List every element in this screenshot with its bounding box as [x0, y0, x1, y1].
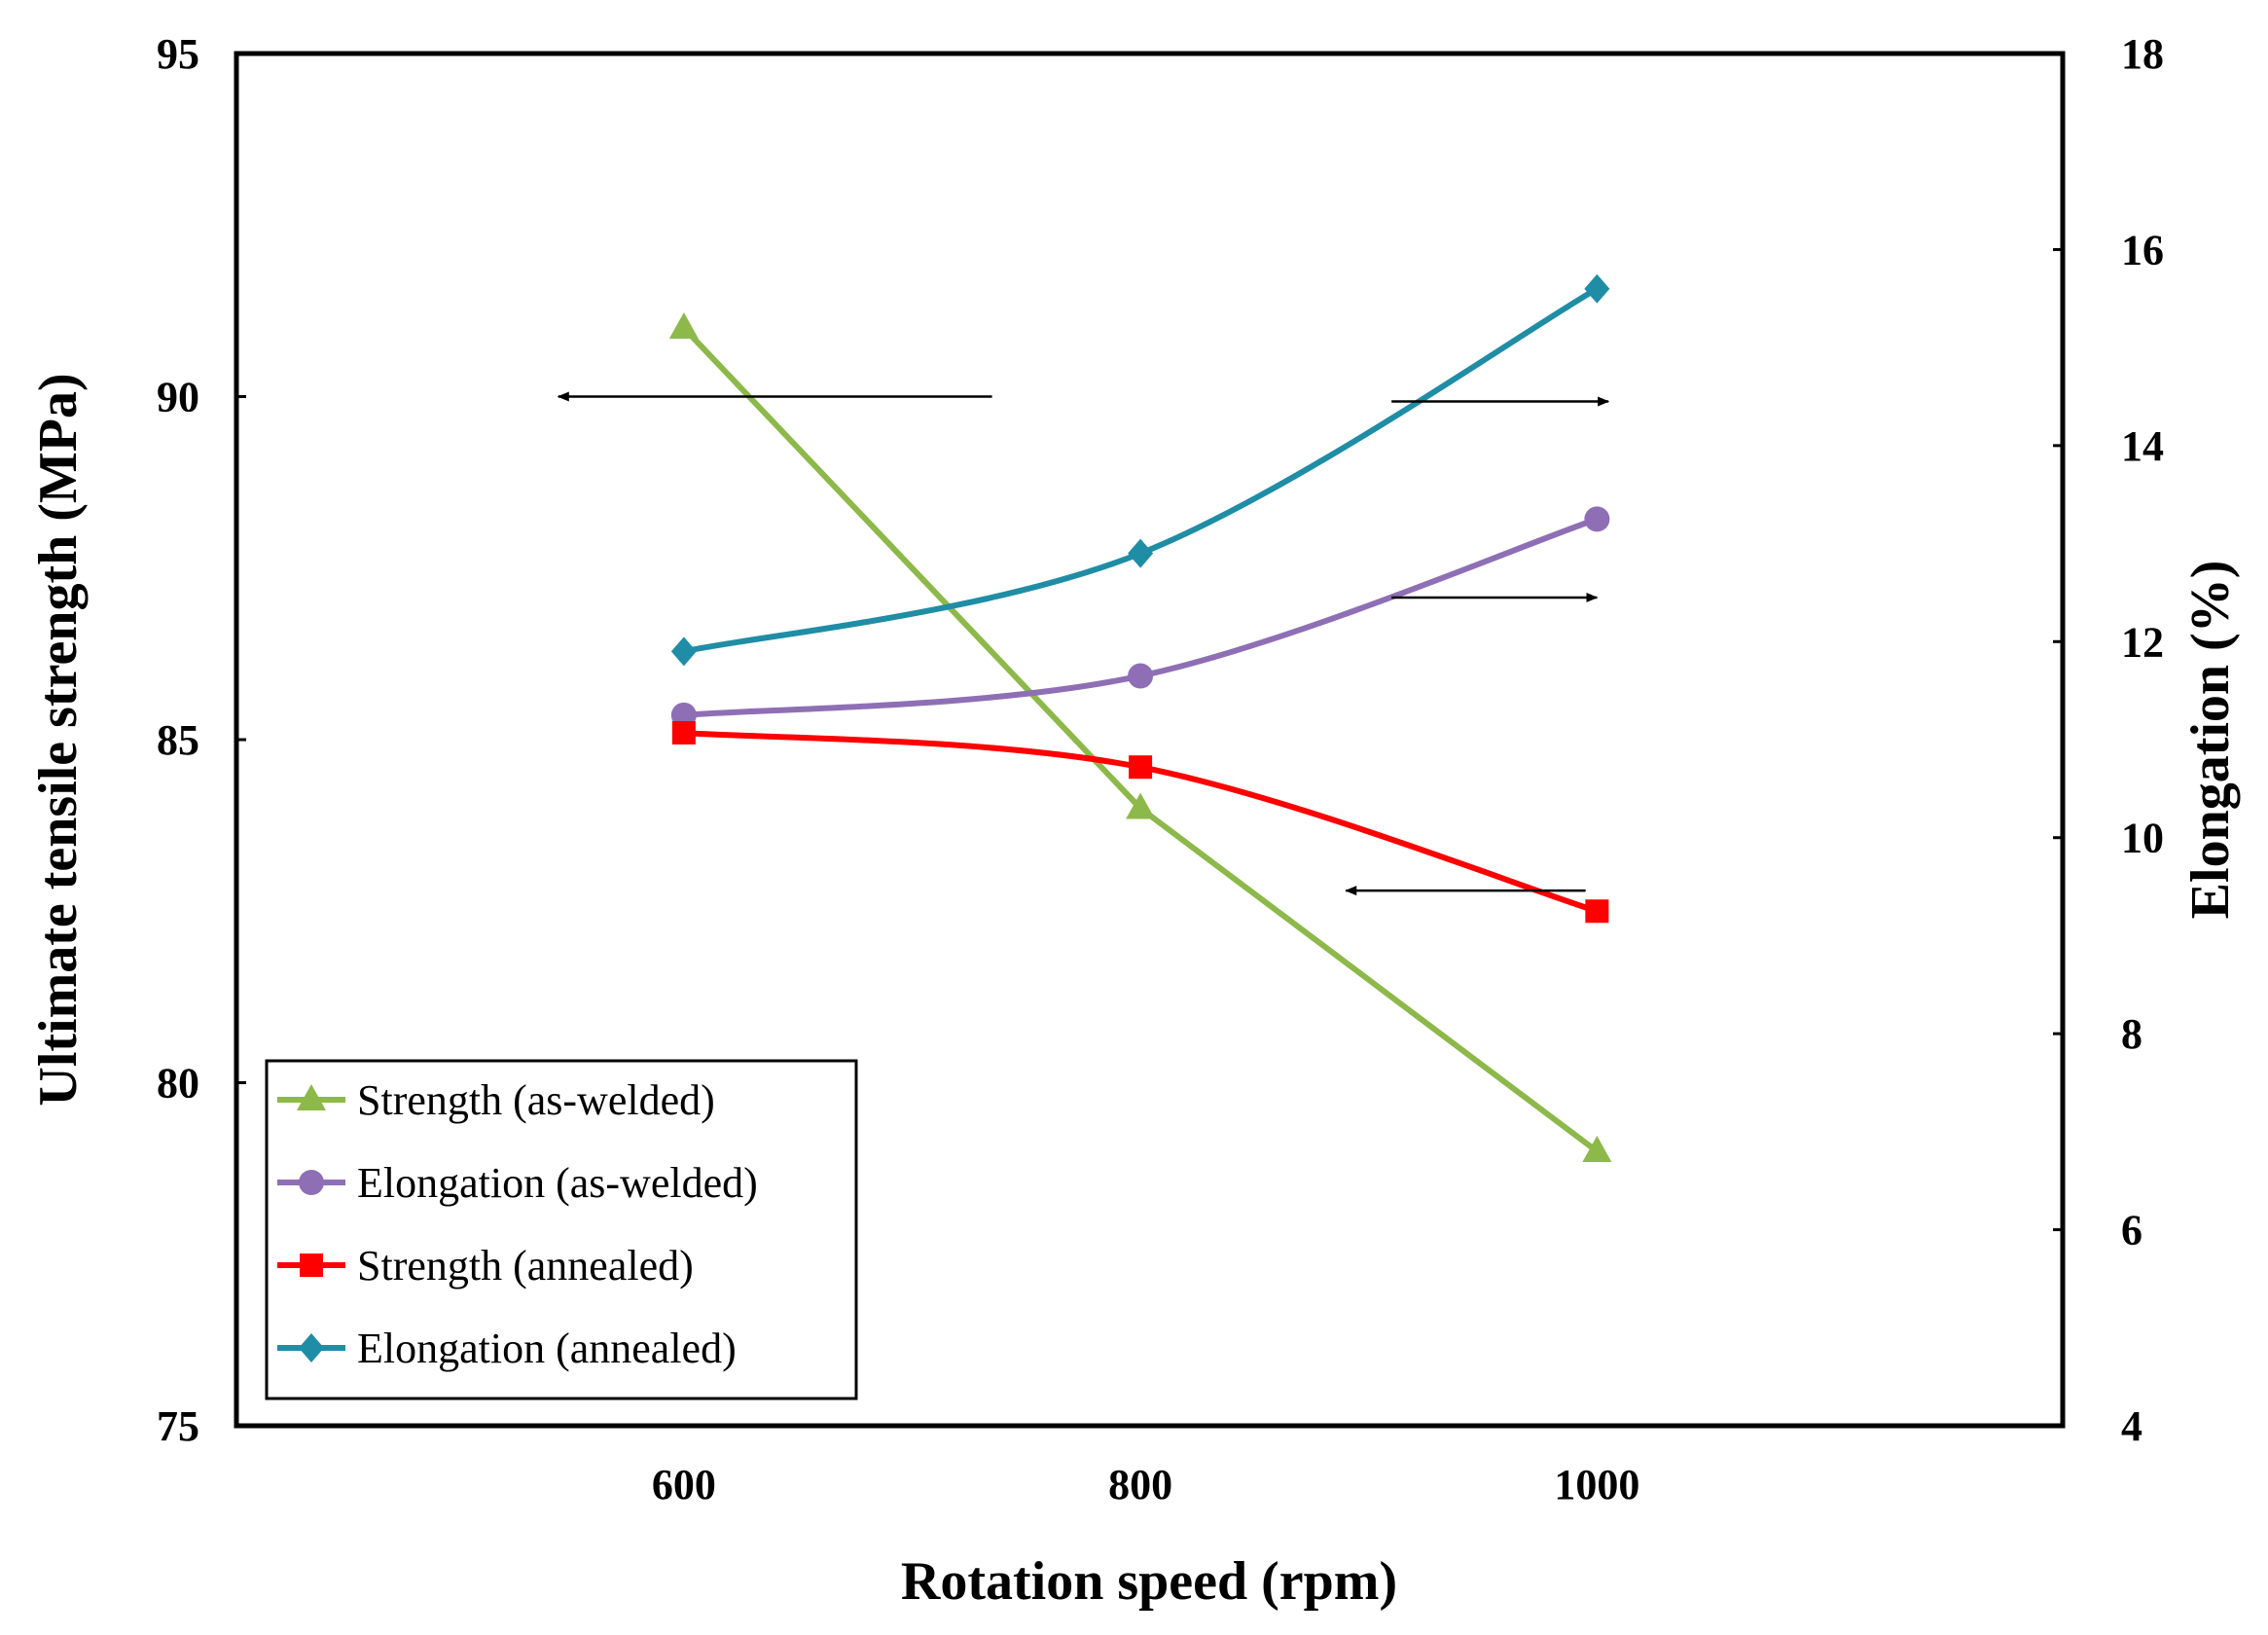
x-tick-label: 800 — [1108, 1461, 1172, 1508]
right-tick-label: 14 — [2121, 422, 2164, 470]
left-axis-title: Ultimate tensile strength (MPa) — [28, 373, 89, 1106]
legend-label: Elongation (annealed) — [357, 1325, 737, 1372]
left-tick-label: 85 — [157, 716, 199, 764]
right-tick-label: 12 — [2121, 618, 2164, 666]
right-tick-label: 6 — [2121, 1207, 2142, 1254]
right-tick-label: 16 — [2121, 226, 2164, 273]
right-tick-label: 18 — [2121, 30, 2164, 78]
data-point-strength-annealed — [1129, 755, 1153, 780]
right-tick-label: 8 — [2121, 1010, 2142, 1058]
legend-label: Strength (annealed) — [357, 1242, 694, 1290]
data-point-elongation-annealed — [1584, 273, 1610, 304]
legend-label: Elongation (as-welded) — [357, 1159, 758, 1207]
legend-label: Strength (as-welded) — [357, 1076, 715, 1124]
legend-box — [265, 1059, 858, 1400]
left-tick-label: 90 — [157, 374, 199, 421]
legend-marker-elongation-annealed — [299, 1333, 324, 1362]
data-point-elongation-annealed — [1128, 538, 1154, 568]
legend: Strength (as-welded) Elongation (as-welde… — [265, 1059, 858, 1400]
data-point-strength-as-welded — [668, 312, 699, 339]
data-point-strength-annealed — [1585, 899, 1609, 924]
data-point-elongation-as-welded — [1128, 663, 1154, 689]
left-tick-label: 95 — [157, 30, 199, 78]
right-axis-title: Elongation (%) — [2180, 561, 2241, 920]
x-axis-title: Rotation speed (rpm) — [901, 1551, 1397, 1612]
x-tick-label: 1000 — [1554, 1461, 1639, 1508]
data-point-elongation-as-welded — [1584, 506, 1610, 532]
right-tick-label: 4 — [2121, 1402, 2142, 1450]
legend-marker-strength-as-welded — [297, 1084, 326, 1110]
data-point-strength-annealed — [671, 720, 696, 745]
data-point-strength-as-welded — [1126, 792, 1156, 819]
left-tick-label: 75 — [157, 1402, 199, 1450]
right-tick-label: 10 — [2121, 815, 2164, 862]
left-tick-label: 80 — [157, 1060, 199, 1108]
data-point-strength-as-welded — [1582, 1136, 1612, 1162]
x-tick-label: 600 — [652, 1461, 716, 1508]
legend-marker-elongation-as-welded — [299, 1170, 324, 1195]
data-point-elongation-annealed — [670, 636, 697, 667]
legend-marker-strength-annealed — [300, 1254, 323, 1277]
